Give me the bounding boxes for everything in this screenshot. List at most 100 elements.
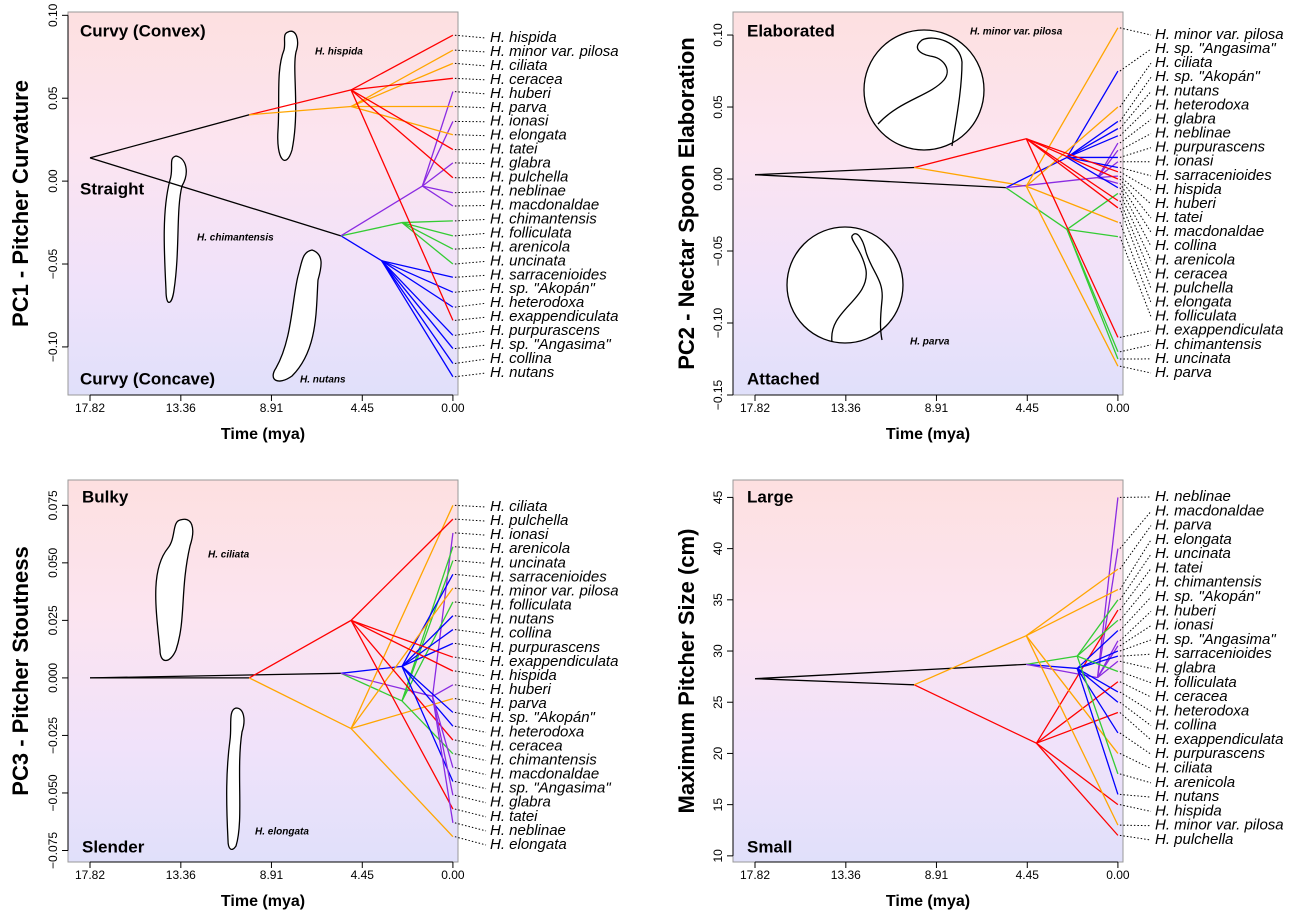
label-connector	[1119, 752, 1152, 769]
tip-label: H. neblinae	[1155, 488, 1231, 505]
branch	[1026, 655, 1078, 665]
silhouette	[831, 233, 883, 343]
tip-label: H. hispida	[1155, 181, 1222, 198]
label-connector	[1119, 610, 1152, 642]
tip-label: H. sp. "Angasima"	[1155, 631, 1276, 648]
tip-label: H. glabra	[1155, 110, 1216, 127]
x-tick-label: 4.45	[351, 868, 375, 882]
tip-branch	[381, 260, 454, 293]
branch	[340, 221, 403, 237]
silhouette-label: H. nutans	[300, 375, 346, 386]
y-tick-label: 35	[711, 593, 725, 607]
region-label: Curvy (Concave)	[80, 369, 215, 388]
tip-label: H. sp. "Angasima"	[1155, 40, 1276, 57]
x-tick-label: 17.82	[75, 868, 105, 882]
silhouette-label: H. elongata	[255, 827, 309, 838]
tip-label: H. pulchella	[490, 169, 568, 186]
tip-branch	[421, 121, 454, 187]
tip-label: H. tatei	[490, 141, 538, 158]
region-label: Small	[747, 837, 792, 856]
label-connector	[1119, 222, 1152, 303]
tip-label: H. parva	[490, 99, 547, 116]
label-connector	[1119, 553, 1152, 601]
tip-label: H. ceracea	[490, 71, 563, 88]
branch	[1005, 187, 1068, 230]
x-axis-label: Time (mya)	[221, 426, 305, 443]
tip-label: H. sp. "Angasima"	[490, 336, 611, 353]
tip-branch	[350, 518, 454, 621]
tip-label: H. heterodoxa	[490, 723, 584, 740]
x-tick-label: 8.91	[925, 401, 949, 415]
tip-label: H. ionasi	[490, 113, 549, 130]
branch	[913, 684, 1037, 744]
region-label: Curvy (Convex)	[80, 21, 206, 40]
label-connector	[454, 344, 487, 350]
tip-label: H. heterodoxa	[1155, 702, 1249, 719]
tip-label: H. sp. "Akopán"	[490, 280, 596, 297]
tip-label: H. uncinata	[1155, 545, 1231, 562]
x-tick-label: 17.82	[75, 401, 105, 415]
tip-label: H. ceracea	[1155, 265, 1228, 282]
tip-branch	[1025, 138, 1119, 338]
tip-branch	[1096, 497, 1119, 678]
x-tick-label: 0.00	[441, 401, 465, 415]
tip-label: H. sarracenioides	[490, 266, 607, 283]
x-tick-label: 13.36	[166, 401, 196, 415]
tip-label: H. heterodoxa	[1155, 96, 1249, 113]
label-connector	[454, 587, 487, 592]
tip-label: H. collina	[1155, 717, 1217, 734]
y-tick-label: 0.10	[711, 23, 725, 47]
y-tick-label: −0.10	[711, 308, 725, 339]
label-connector	[454, 725, 487, 733]
tip-branch	[1025, 185, 1119, 367]
tip-label: H. uncinata	[1155, 350, 1231, 367]
label-connector	[454, 106, 487, 109]
label-connector	[454, 808, 487, 818]
label-connector	[454, 656, 487, 663]
y-tick-label: 10	[711, 849, 725, 863]
label-connector	[454, 532, 487, 536]
tip-branch	[401, 574, 454, 667]
tip-label: H. exappendiculata	[1155, 731, 1283, 748]
x-tick-label: 17.82	[740, 401, 770, 415]
y-tick-label: 0.05	[711, 95, 725, 119]
tip-branch	[1066, 192, 1119, 230]
label-connector	[1119, 365, 1152, 374]
label-connector	[454, 49, 487, 53]
x-tick-label: 4.45	[1016, 401, 1040, 415]
silhouette	[863, 29, 985, 151]
branch	[914, 138, 1027, 169]
label-connector	[454, 62, 487, 67]
tip-label: H. sarracenioides	[1155, 167, 1272, 184]
y-tick-label: 0.00	[46, 169, 60, 193]
tip-label: H. arenicola	[490, 540, 570, 557]
tip-branch	[381, 260, 454, 308]
tip-label: H. chimantensis	[1155, 574, 1262, 591]
silhouette-label: H. hispida	[315, 47, 363, 58]
y-tick-label: 15	[711, 798, 725, 812]
tip-label: H. uncinata	[490, 554, 566, 571]
tip-label: H. sp. "Akopán"	[490, 709, 596, 726]
tip-branch	[381, 260, 454, 349]
silhouette	[277, 30, 299, 162]
label-connector	[1119, 76, 1152, 122]
tip-branch	[1076, 655, 1119, 673]
x-tick-label: 0.00	[1106, 401, 1130, 415]
label-connector	[1119, 793, 1152, 798]
tip-label: H. neblinae	[1155, 125, 1231, 142]
label-connector	[1119, 147, 1152, 158]
tip-branch	[350, 34, 454, 91]
tip-label: H. ciliata	[1155, 760, 1213, 777]
label-connector	[1119, 681, 1152, 698]
branch	[1026, 663, 1078, 670]
tip-label: H. folliculata	[490, 597, 572, 614]
tip-label: H. sp. "Akopán"	[1155, 68, 1261, 85]
y-tick-label: 20	[711, 746, 725, 760]
branch	[89, 672, 341, 679]
tip-label: H. elongata	[1155, 294, 1232, 311]
label-connector	[1119, 834, 1152, 841]
branch	[914, 166, 1027, 187]
y-tick-label: 0.000	[46, 663, 60, 693]
y-tick-label: 0.05	[46, 86, 60, 110]
label-connector	[454, 546, 487, 550]
